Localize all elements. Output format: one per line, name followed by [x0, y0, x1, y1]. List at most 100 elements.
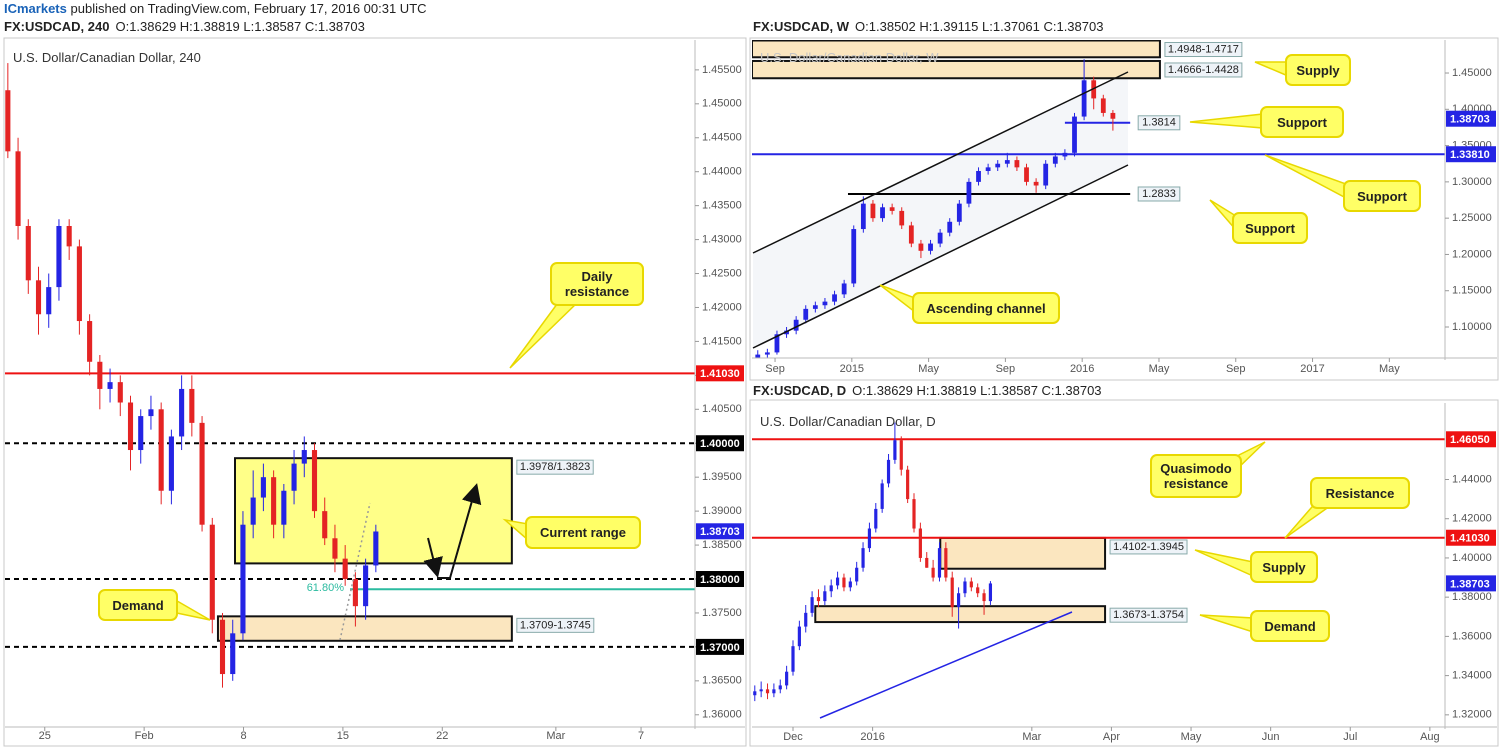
candle-body: [765, 689, 770, 694]
candle-body: [342, 558, 348, 580]
candle-body: [753, 691, 757, 696]
y-tick-label: 1.44000: [1452, 473, 1492, 485]
candle-body: [1100, 98, 1106, 113]
candle-body: [352, 579, 358, 607]
x-tick-label: Aug: [1420, 731, 1440, 743]
candle-body: [764, 352, 770, 355]
ohlc: O:1.38629 H:1.38819 L:1.38587 C:1.38703: [852, 383, 1102, 398]
price-label: 1.41030: [1450, 533, 1490, 545]
publish-text: published on TradingView.com, February 1…: [70, 1, 427, 16]
candle-body: [832, 294, 837, 302]
candle-body: [810, 597, 814, 613]
price-box: [696, 365, 744, 382]
zone-label: 1.4102-1.3945: [1113, 541, 1184, 553]
candle-body: [956, 203, 962, 222]
x-tick-label: Mar: [546, 730, 565, 742]
candle-body: [985, 167, 991, 171]
last-price-box: [1446, 110, 1496, 127]
candle-body: [976, 170, 981, 182]
candle-body: [791, 646, 795, 672]
candle-body: [56, 226, 62, 288]
last-price-box: [696, 523, 744, 540]
price-label: 1.38000: [700, 574, 740, 586]
fib-line: [339, 502, 371, 641]
zone-label: 1.3673-1.3754: [1113, 609, 1184, 621]
candle-body: [931, 567, 935, 578]
price-box: [696, 435, 744, 452]
panel-header: FX:USDCAD, W O:1.38502 H:1.39115 L:1.3706…: [753, 19, 1103, 34]
plot: [752, 422, 1445, 702]
candle-body: [774, 334, 780, 353]
candle-body: [107, 382, 113, 389]
candle-body: [880, 207, 885, 219]
level-label: 1.3814: [1142, 117, 1176, 129]
candle-body: [855, 567, 859, 582]
y-tick-label: 1.25000: [1452, 212, 1492, 224]
chart-title: U.S. Dollar/Canadian Dollar, D: [760, 414, 936, 429]
candle-body: [25, 226, 31, 281]
candle-body: [812, 305, 818, 309]
x-tick-label: Apr: [1103, 731, 1120, 743]
y-tick-label: 1.36000: [702, 709, 742, 721]
candle-body: [127, 402, 134, 451]
price-box: [696, 571, 744, 588]
candle-body: [861, 548, 865, 568]
candle-body: [148, 409, 154, 417]
x-tick-label: Jun: [1262, 731, 1280, 743]
panel-frame: [749, 399, 1499, 747]
y-tick-label: 1.20000: [1452, 248, 1492, 260]
candle-body: [1024, 167, 1029, 182]
last-price-label: 1.38703: [700, 526, 740, 538]
axis: 1.36000 1.36500 1.37000 1.37500 1.38000 1.385…: [5, 40, 745, 742]
y-tick-label: 1.38000: [1452, 591, 1492, 603]
y-tick-label: 1.42000: [1452, 513, 1492, 525]
price-box: [1446, 431, 1496, 448]
chart-title: U.S. Dollar/Canadian Dollar, 240: [13, 50, 201, 65]
level-label-box: [1137, 186, 1181, 202]
candle-body: [925, 557, 929, 568]
candle-body: [1062, 152, 1068, 157]
y-tick-label: 1.42500: [702, 267, 742, 279]
candle-body: [35, 280, 42, 315]
x-tick-label: Sep: [765, 363, 785, 375]
price-box: [696, 638, 744, 655]
candle-body: [880, 483, 884, 509]
zone-label-box: [1164, 62, 1243, 78]
candle-body: [803, 308, 809, 320]
candle-body: [956, 593, 961, 607]
candle-body: [918, 528, 922, 558]
x-tick-label: May: [1149, 363, 1170, 375]
callout: Ascending channel: [912, 292, 1060, 324]
candle-body: [1110, 112, 1116, 119]
x-tick-label: 8: [240, 730, 246, 742]
panel-header: FX:USDCAD, D O:1.38629 H:1.38819 L:1.3858…: [753, 383, 1102, 398]
candle-body: [363, 565, 369, 607]
x-tick-label: Sep: [1226, 363, 1246, 375]
callout: Supply: [1285, 54, 1351, 86]
candle-body: [937, 232, 943, 244]
candle-body: [271, 477, 277, 525]
candle-body: [889, 207, 895, 211]
x-tick-label: 2016: [860, 731, 884, 743]
candle-body: [969, 581, 973, 588]
plot: 61.80%: [5, 63, 695, 688]
candle-body: [937, 548, 942, 578]
y-tick-label: 1.43000: [702, 233, 742, 245]
candle-body: [66, 226, 72, 247]
y-tick-label: 1.30000: [1452, 176, 1492, 188]
candle-body: [291, 463, 297, 491]
y-tick-label: 1.41500: [702, 335, 742, 347]
candle-body: [260, 477, 266, 498]
y-tick-label: 1.38500: [702, 539, 742, 551]
candle-body: [97, 361, 103, 389]
candle-body: [373, 531, 379, 566]
zone-label-box: [516, 617, 595, 633]
zone: [216, 615, 513, 642]
candle-body: [823, 591, 827, 602]
price-label: 1.37000: [700, 642, 740, 654]
candle-body: [963, 581, 967, 594]
price-box: [1446, 146, 1496, 163]
candle-body: [835, 577, 840, 586]
x-tick-label: 7: [638, 730, 644, 742]
